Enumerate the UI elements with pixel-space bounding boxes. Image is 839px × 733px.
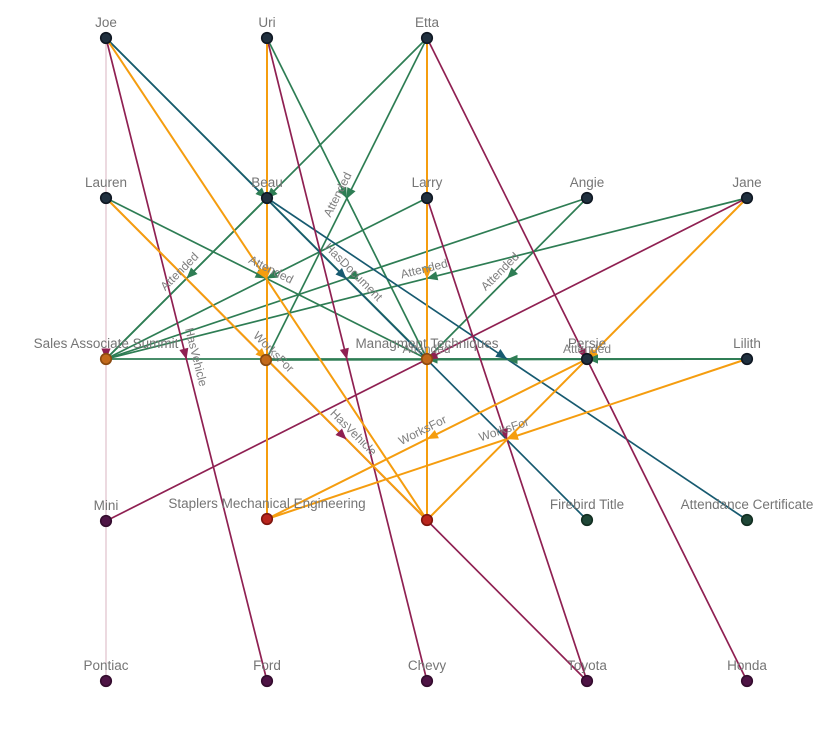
node-label-Staplers: Staplers Mechanical Engineering: [168, 496, 365, 511]
edge-arrow-icon-Angie-SalesAssociateSummit: [346, 270, 359, 280]
nodes-layer: [99, 31, 754, 688]
node-label-Angie: Angie: [570, 175, 605, 190]
graph-node-Uri[interactable]: [260, 31, 274, 45]
edge-arrow-icon-Jane-SalesAssociateSummit: [426, 271, 439, 281]
graph-node-Lilith[interactable]: [740, 352, 754, 366]
graph-node-Joe[interactable]: [99, 31, 113, 45]
graph-node-ManagmentTechniques[interactable]: [420, 352, 434, 366]
edge-label-HasVehicle: HasVehicle: [327, 406, 380, 459]
edge-arrow-icon-Uri-ManagmentTechniques: [337, 186, 347, 199]
node-label-Lilith: Lilith: [733, 336, 761, 351]
graph-node-Larry[interactable]: [420, 191, 434, 205]
edge-arrow-icon-Larry-Toyota: [499, 427, 508, 440]
graph-node-Toyota[interactable]: [580, 674, 594, 688]
edge-arrows-layer: [101, 186, 599, 440]
node-label-Beau: Beau: [251, 175, 283, 190]
node-label-Uri: Uri: [258, 15, 275, 30]
edge-arrow-icon-Beau-AttendanceCertificate: [495, 349, 507, 359]
edge-arrow-icon-Etta-company-2: [422, 268, 432, 279]
edge-label-WorksFor: WorksFor: [250, 329, 296, 376]
edge-arrow-icon-Uri-Chevy: [339, 347, 349, 360]
edge-arrow-icon-Angie-ManagmentTechniques: [507, 267, 519, 279]
node-label-Toyota: Toyota: [567, 658, 607, 673]
graph-node-Honda[interactable]: [740, 674, 754, 688]
node-label-FirebirdTitle: Firebird Title: [550, 497, 624, 512]
graph-node-Pontiac[interactable]: [99, 674, 113, 688]
edge-arrow-icon-Lilith-event-2: [506, 354, 518, 365]
node-label-Mini: Mini: [94, 498, 119, 513]
graph-node-Mini[interactable]: [99, 514, 113, 528]
edge-label-Attended: Attended: [399, 256, 449, 281]
edge-arrow-icon-Joe-Ford: [179, 347, 189, 360]
node-label-Joe: Joe: [95, 15, 117, 30]
node-label-Lauren: Lauren: [85, 175, 127, 190]
graph-node-Beau[interactable]: [260, 191, 274, 205]
graph-node-Persie[interactable]: [580, 352, 594, 366]
graph-node-AttendanceCertificate[interactable]: [740, 513, 754, 527]
node-label-Larry: Larry: [412, 175, 443, 190]
graph-node-FirebirdTitle[interactable]: [580, 513, 594, 527]
graph-node-Etta[interactable]: [420, 31, 434, 45]
node-label-Jane: Jane: [732, 175, 761, 190]
node-label-AttendanceCertificate: Attendance Certificate: [681, 497, 814, 512]
edge-arrow-icon-Beau-SalesAssociateSummit: [186, 267, 198, 279]
edge-arrow-icon-Lauren-Toyota: [335, 428, 347, 440]
graph-node-event-unlabeled[interactable]: [259, 353, 273, 367]
node-label-Ford: Ford: [253, 658, 281, 673]
graph-node-Ford[interactable]: [260, 674, 274, 688]
node-label-Chevy: Chevy: [408, 658, 447, 673]
edge-arrow-icon-Joe-FirebirdTitle: [335, 267, 347, 279]
graph-node-Angie[interactable]: [580, 191, 594, 205]
edge-arrow-icon-Persie-Staplers: [427, 429, 439, 439]
graph-node-company-unlabeled[interactable]: [420, 513, 434, 527]
node-label-Etta: Etta: [415, 15, 440, 30]
graph-node-Staplers[interactable]: [260, 512, 274, 526]
node-label-Honda: Honda: [727, 658, 767, 673]
edge-arrow-icon-Larry-SalesAssociateSummit: [266, 269, 279, 279]
graph-node-Jane[interactable]: [740, 191, 754, 205]
edge-arrow-icon-Etta-event-2: [346, 187, 356, 199]
edge-label-Attended: Attended: [563, 342, 611, 356]
graph-node-SalesAssociateSummit[interactable]: [99, 352, 113, 366]
node-label-Persie: Persie: [568, 336, 606, 351]
edge-label-Attended: Attended: [402, 342, 450, 356]
node-labels-layer: Joe Uri Etta Lauren Beau Larry Angie Jane Persie…: [34, 15, 814, 673]
edge-arrow-icon-Lilith-Staplers: [507, 431, 519, 440]
node-label-SalesAssociateSummit: Sales Associate Summit: [34, 336, 179, 351]
node-label-ManagmentTechniques: Managment Techniques: [355, 336, 498, 351]
edge-label-WorksFor: WorksFor: [396, 412, 449, 448]
edge-arrow-icon-Joe-company-2: [256, 267, 267, 279]
graph-node-Chevy[interactable]: [420, 674, 434, 688]
graph-node-Lauren[interactable]: [99, 191, 113, 205]
node-label-Pontiac: Pontiac: [83, 658, 128, 673]
